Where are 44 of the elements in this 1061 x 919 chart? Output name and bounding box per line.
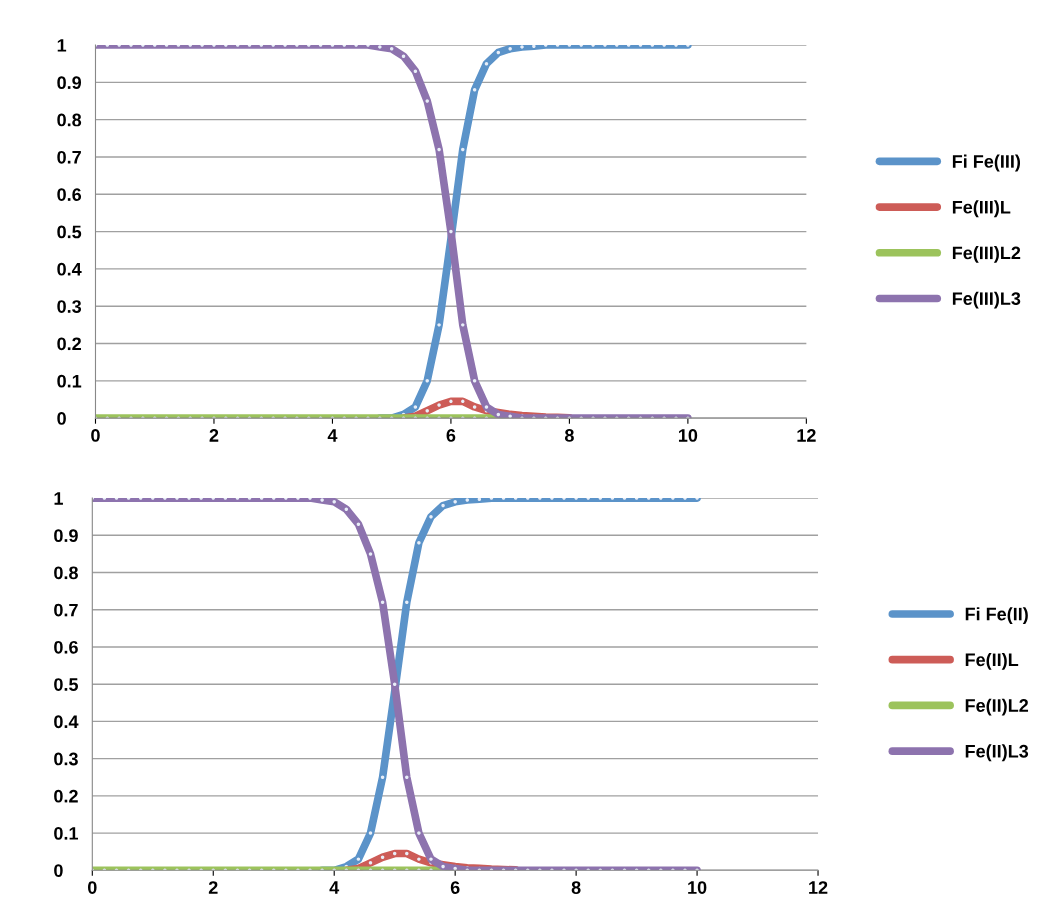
legend-label: Fe(II)L xyxy=(965,652,1019,670)
legend-label: Fi Fe(III) xyxy=(952,154,1021,172)
y-tick-label: 0.8 xyxy=(57,113,82,127)
legend-label: Fe(III)L3 xyxy=(952,291,1021,309)
legend-label: Fe(III)L2 xyxy=(952,246,1021,263)
y-tick-label: 0 xyxy=(57,412,66,425)
y-tick-label: 0.1 xyxy=(57,374,82,388)
y-tick-label: 0.9 xyxy=(54,529,78,543)
x-tick-label: 10 xyxy=(678,429,698,442)
y-tick-label: 0.2 xyxy=(54,789,78,803)
legend-label: Fe(II)L2 xyxy=(965,698,1029,716)
x-tick-label: 0 xyxy=(91,429,100,442)
y-tick-label: 0.7 xyxy=(54,603,78,617)
y-tick-label: 0.6 xyxy=(57,188,82,201)
x-tick-label: 12 xyxy=(809,881,828,894)
x-tick-label: 8 xyxy=(564,429,574,442)
x-tick-label: 2 xyxy=(209,429,219,442)
x-tick-label: 2 xyxy=(208,881,218,894)
y-tick-label: 0.5 xyxy=(57,225,82,239)
y-tick-label: 0 xyxy=(54,864,63,878)
y-tick-label: 0.4 xyxy=(54,715,79,729)
x-tick-label: 12 xyxy=(797,429,816,442)
y-tick-label: 0.9 xyxy=(57,76,82,90)
y-tick-label: 0.8 xyxy=(54,566,78,580)
x-tick-label: 6 xyxy=(450,881,460,894)
y-tick-label: 0.5 xyxy=(54,678,79,691)
y-tick-label: 0.2 xyxy=(57,337,81,351)
legend-label: Fe(III)L xyxy=(952,200,1011,218)
y-tick-label: 0.4 xyxy=(57,262,82,276)
x-tick-label: 6 xyxy=(446,429,456,442)
legend-label: Fi Fe(II) xyxy=(965,607,1028,625)
legend-label: Fe(II)L3 xyxy=(965,744,1029,762)
x-tick-label: 8 xyxy=(571,881,581,894)
x-tick-label: 4 xyxy=(329,881,340,894)
x-tick-label: 4 xyxy=(327,429,338,442)
y-tick-label: 0.3 xyxy=(57,300,82,313)
y-tick-label: 0.3 xyxy=(54,752,78,766)
y-tick-label: 1 xyxy=(57,39,67,52)
x-tick-label: 0 xyxy=(88,881,97,894)
y-tick-label: 1 xyxy=(54,492,63,505)
y-tick-label: 0.7 xyxy=(57,150,81,164)
y-tick-label: 0.1 xyxy=(54,827,79,840)
y-tick-label: 0.6 xyxy=(54,640,78,654)
x-tick-label: 10 xyxy=(688,881,707,894)
